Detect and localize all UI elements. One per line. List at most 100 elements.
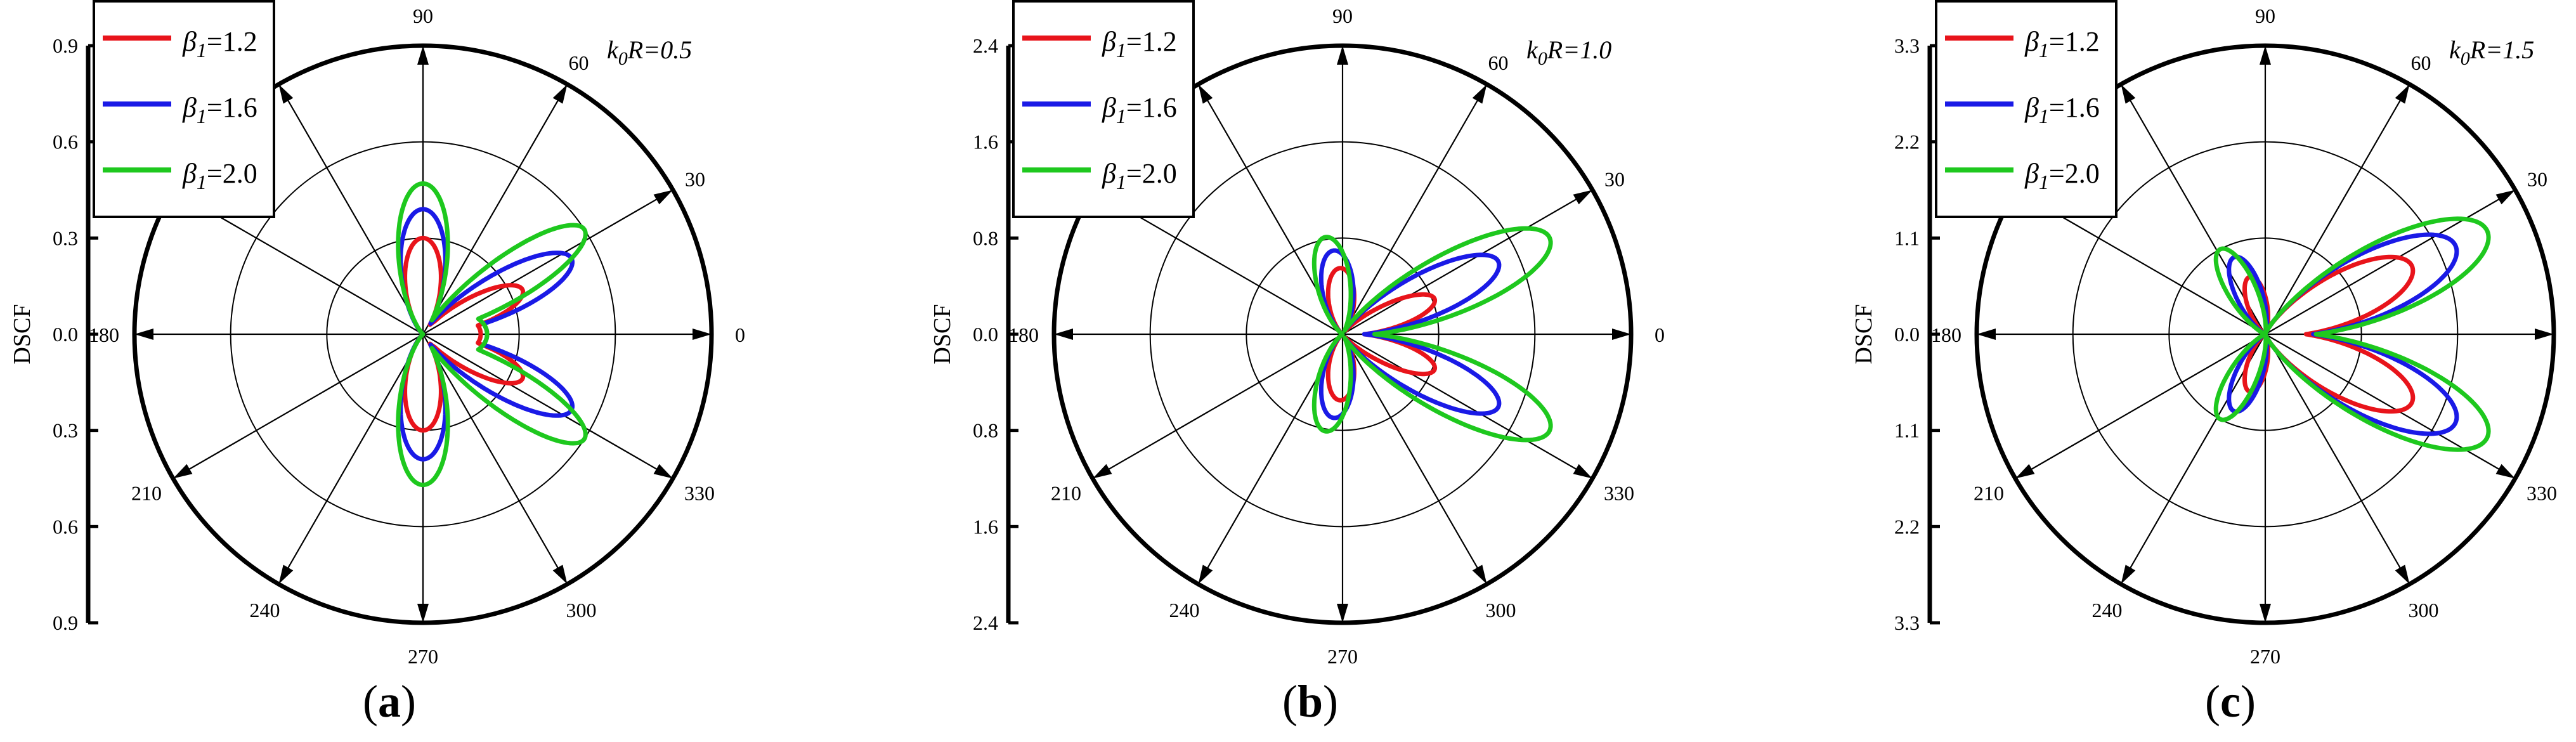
- angle-label-210: 210: [131, 482, 162, 505]
- legend: β1=1.2β1=1.6β1=2.0: [93, 0, 275, 218]
- panel-label: (b): [1282, 676, 1338, 727]
- spoke-arrow-90: [2260, 46, 2271, 65]
- legend-subscript: 1: [2039, 105, 2049, 127]
- angle-label-300: 300: [2409, 599, 2439, 622]
- legend-symbol: β: [1102, 92, 1116, 123]
- spoke-60: [2265, 84, 2410, 335]
- panel-label-open: (: [2205, 676, 2220, 727]
- legend-symbol: β: [1102, 26, 1116, 57]
- spoke-arrow-90: [1337, 46, 1348, 65]
- radial-tick-label: 0.3: [53, 226, 78, 249]
- angle-label-330: 330: [2527, 482, 2557, 505]
- legend-label-2: β1=1.6: [1102, 92, 1177, 127]
- panel-label: (c): [2205, 676, 2256, 727]
- radial-tick-label: 0.9: [53, 611, 78, 634]
- angle-label-210: 210: [1051, 482, 1081, 505]
- angle-label-60: 60: [2411, 51, 2431, 74]
- radial-tick-label: 2.4: [973, 611, 998, 634]
- radial-tick-label: 2.2: [1894, 515, 1920, 538]
- spoke-arrow-270: [417, 604, 429, 623]
- legend-value: =1.2: [207, 26, 257, 57]
- angle-label-240: 240: [2092, 599, 2123, 622]
- spoke-arrow-0: [693, 329, 712, 340]
- spoke-210: [172, 334, 424, 479]
- spoke-330: [2265, 334, 2516, 479]
- spoke-arrow-300: [552, 564, 568, 585]
- angle-label-30: 30: [685, 168, 705, 191]
- angle-label-240: 240: [250, 599, 280, 622]
- radial-tick-label: 0.0: [1894, 323, 1920, 346]
- spoke-120: [278, 84, 424, 335]
- angle-label-30: 30: [1604, 168, 1625, 191]
- spoke-arrow-210: [1092, 464, 1112, 479]
- radial-tick-label: 0.6: [53, 131, 78, 153]
- series-curve-3: [396, 181, 588, 488]
- legend: β1=1.2β1=1.6β1=2.0: [1012, 0, 1195, 218]
- legend-subscript: 1: [1116, 39, 1126, 62]
- legend-label-1: β1=1.2: [2024, 26, 2100, 62]
- radial-tick-label: 2.4: [973, 34, 998, 57]
- legend-label-3: β1=2.0: [2024, 158, 2100, 193]
- spoke-arrow-60: [552, 84, 568, 104]
- spoke-arrow-60: [1472, 84, 1487, 104]
- legend-label-1: β1=1.2: [182, 26, 257, 62]
- annotation-var: k: [607, 36, 619, 64]
- spoke-arrow-210: [2015, 464, 2035, 479]
- radial-tick-label: 2.2: [1894, 131, 1920, 153]
- annotation-var: k: [1526, 36, 1538, 64]
- spoke-240: [278, 334, 424, 585]
- spoke-210: [1092, 334, 1343, 479]
- angle-label-270: 270: [2250, 645, 2280, 668]
- angle-label-0: 0: [1655, 323, 1665, 346]
- y-axis-label: DSCF: [1851, 304, 1877, 364]
- spoke-arrow-210: [172, 464, 193, 479]
- spoke-arrow-240: [2121, 564, 2136, 585]
- spoke-arrow-60: [2395, 84, 2410, 104]
- legend-label-3: β1=2.0: [182, 158, 257, 193]
- legend-subscript: 1: [2039, 171, 2049, 193]
- panel-c: 03060901802102402703003303.32.21.10.01.1…: [1851, 0, 2557, 727]
- annotation: k0R=1.0: [1526, 36, 1611, 69]
- angle-label-270: 270: [408, 645, 438, 668]
- radial-tick-label: 1.6: [973, 131, 998, 153]
- spoke-60: [1342, 84, 1488, 335]
- spoke-arrow-120: [278, 84, 294, 104]
- y-axis-label: DSCF: [9, 304, 36, 364]
- spoke-240: [2120, 334, 2266, 585]
- legend-symbol: β: [182, 92, 197, 123]
- radial-tick-label: 1.1: [1894, 226, 1920, 249]
- series-curve-3: [2213, 216, 2491, 452]
- spoke-arrow-330: [653, 464, 673, 479]
- angle-label-0: 0: [735, 323, 745, 346]
- spoke-300: [2265, 334, 2410, 585]
- legend-label-3: β1=2.0: [1102, 158, 1177, 193]
- legend-subscript: 1: [1116, 171, 1126, 193]
- series-curve-3: [1311, 226, 1553, 443]
- spoke-30: [2265, 189, 2516, 335]
- annotation-var: k: [2449, 36, 2461, 64]
- angle-label-300: 300: [1486, 599, 1516, 622]
- annotation-rest: R=1.5: [2469, 36, 2534, 64]
- legend-subscript: 1: [2039, 39, 2049, 62]
- spoke-arrow-330: [1573, 464, 1593, 479]
- spoke-arrow-330: [2495, 464, 2516, 479]
- spoke-300: [422, 334, 568, 585]
- spoke-arrow-180: [1977, 329, 1996, 340]
- radial-tick-label: 0.8: [973, 226, 998, 249]
- spoke-30: [422, 189, 673, 335]
- legend-value: =1.6: [1126, 92, 1177, 123]
- spoke-330: [1342, 334, 1593, 479]
- spoke-arrow-90: [417, 46, 429, 65]
- angle-label-210: 210: [1974, 482, 2004, 505]
- legend-symbol: β: [182, 158, 197, 189]
- legend-value: =2.0: [207, 158, 257, 189]
- radial-tick-label: 1.6: [973, 515, 998, 538]
- spoke-arrow-120: [2121, 84, 2136, 104]
- spoke-arrow-30: [2495, 190, 2516, 205]
- panel-label-close: ): [2241, 676, 2256, 727]
- annotation-sub: 0: [1538, 48, 1547, 69]
- angle-label-30: 30: [2527, 168, 2547, 191]
- angle-label-270: 270: [1327, 645, 1358, 668]
- annotation: k0R=1.5: [2449, 36, 2534, 69]
- spoke-300: [1342, 334, 1488, 585]
